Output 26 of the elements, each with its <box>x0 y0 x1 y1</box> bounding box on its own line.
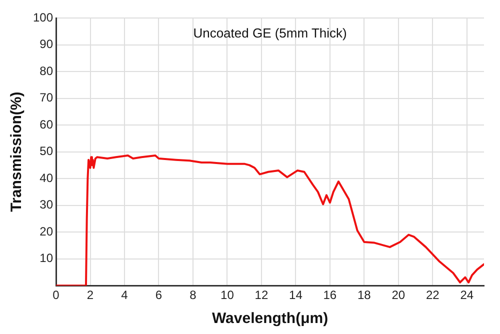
y-tick-label: 10 <box>40 251 54 266</box>
y-tick-label: 60 <box>40 117 54 132</box>
x-tick-label: 12 <box>254 288 268 302</box>
y-tick-label: 100 <box>32 10 54 24</box>
y-tick-label: 20 <box>40 224 54 238</box>
y-axis-title: Transmission(%) <box>8 92 26 212</box>
x-axis-title: Wavelength(μm) <box>212 310 328 328</box>
y-tick-label: 70 <box>40 90 54 105</box>
x-tick-label: 24 <box>460 288 474 302</box>
x-tick-label: 18 <box>357 288 372 302</box>
text: Uncoated GE (5mm Thick) <box>193 26 347 41</box>
y-tick-label: 80 <box>40 64 54 78</box>
y-tick-label: 90 <box>40 37 54 52</box>
y-tick-label: 40 <box>40 170 54 185</box>
x-tick-label: 2 <box>86 288 94 302</box>
x-tick-label: 0 <box>52 288 60 302</box>
x-tick-label: 6 <box>155 288 162 302</box>
x-tick-label: 14 <box>289 288 303 302</box>
x-tick-label: 16 <box>323 288 337 302</box>
x-tick-label: 22 <box>426 288 440 302</box>
x-tick-label: 20 <box>392 288 406 302</box>
y-tick-label: 30 <box>40 198 54 212</box>
x-tick-label: 8 <box>190 288 197 302</box>
y-tick-label: 50 <box>40 144 54 158</box>
x-tick-label: 4 <box>121 288 128 302</box>
x-tick-label: 10 <box>220 288 234 302</box>
